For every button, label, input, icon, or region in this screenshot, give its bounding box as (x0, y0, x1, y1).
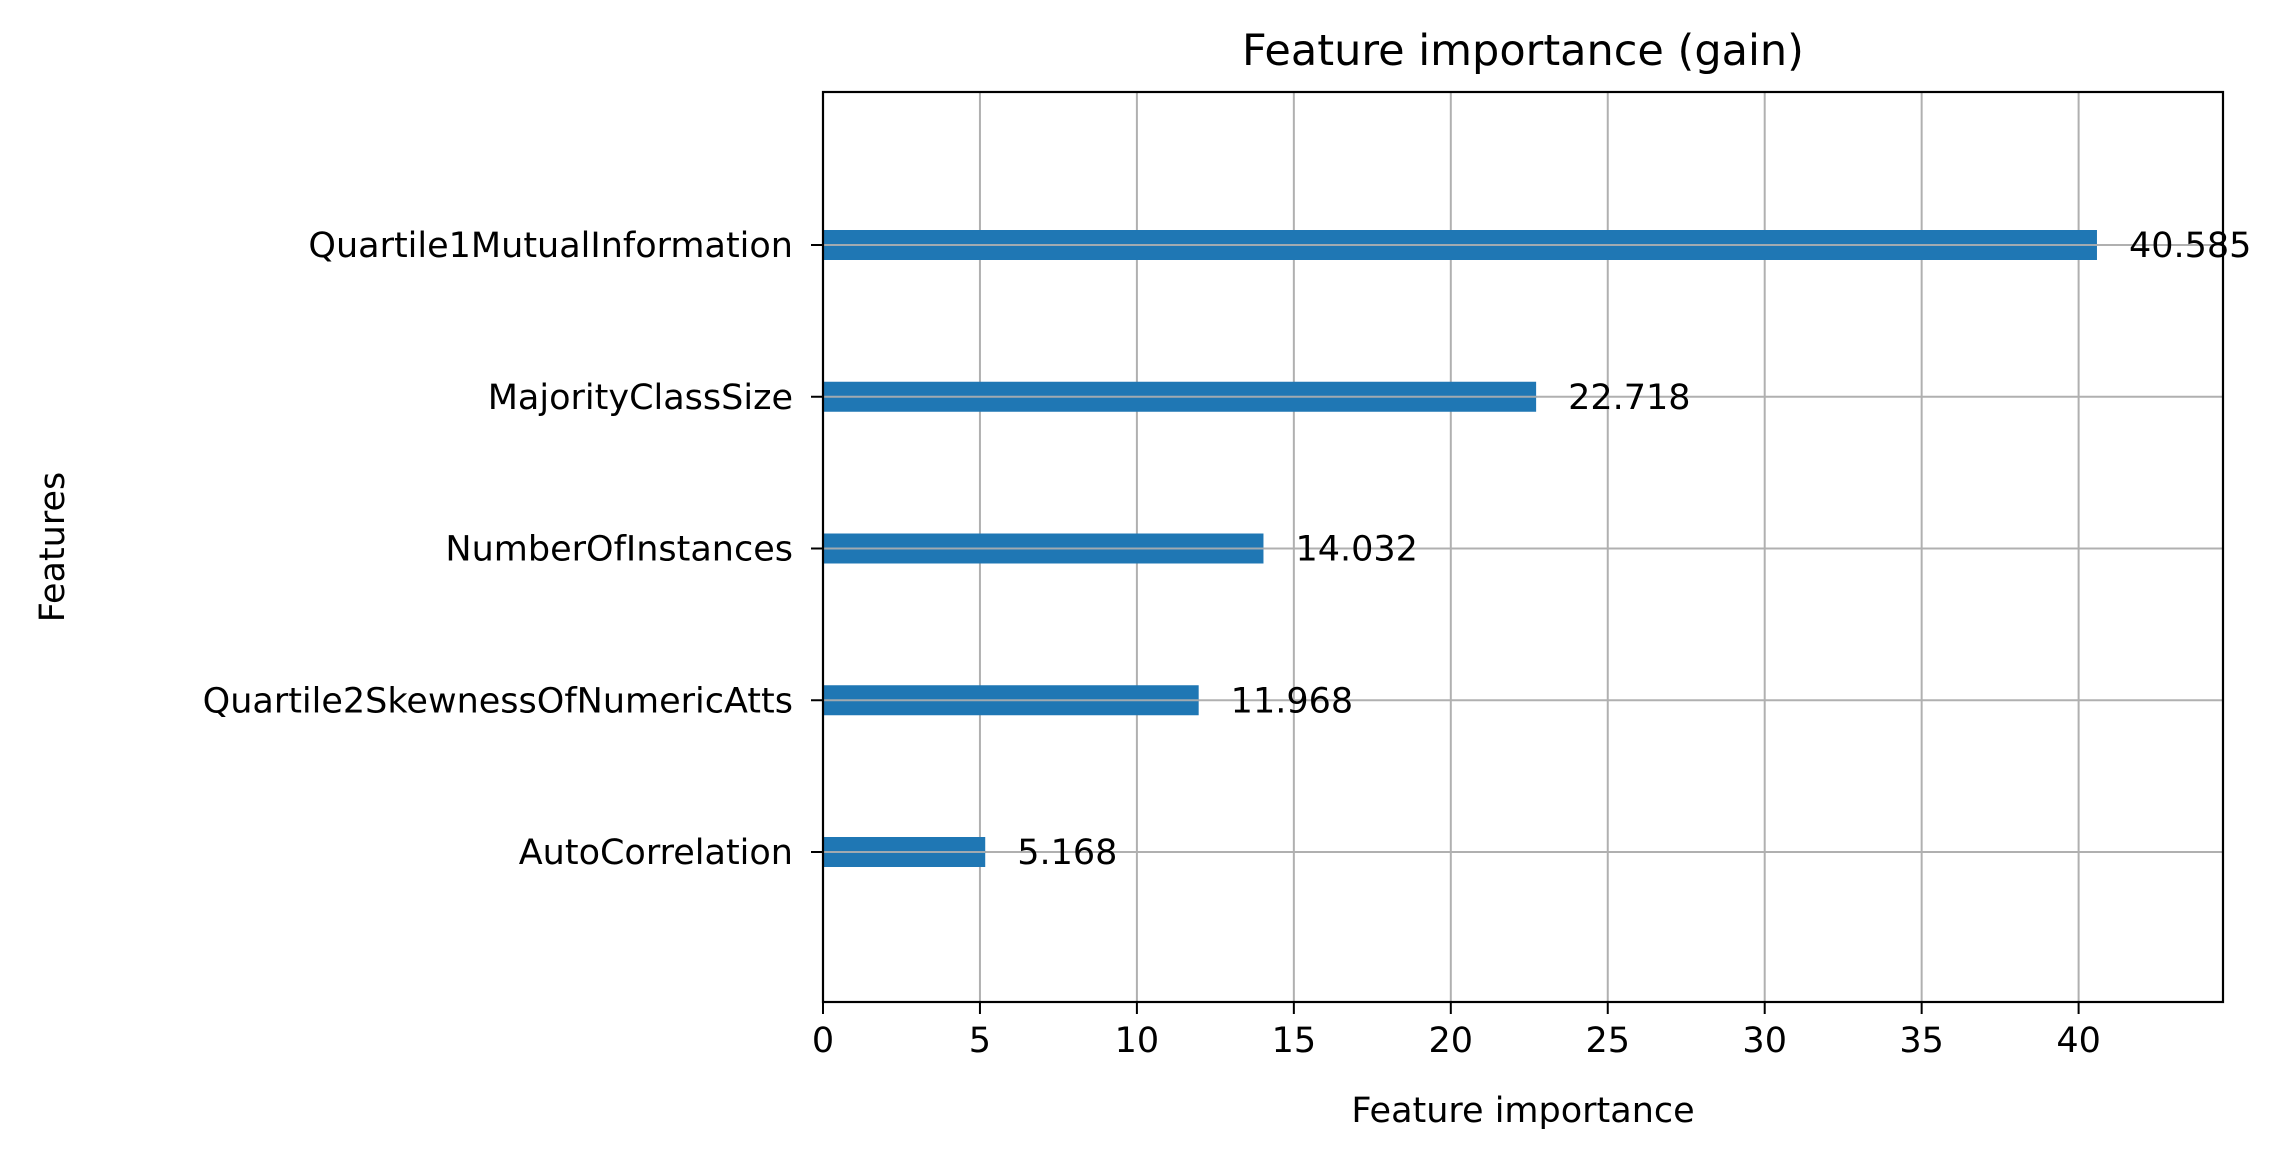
y-tick-label: MajorityClassSize (488, 378, 793, 418)
x-tick-label: 0 (812, 1021, 834, 1061)
bar-value-label: 14.032 (1295, 530, 1417, 570)
bar-value-label: 22.718 (1568, 378, 1690, 418)
chart-title: Feature importance (gain) (1242, 26, 1804, 76)
plot-frame (821, 90, 2225, 1004)
x-tick-label: 10 (1115, 1021, 1160, 1061)
y-axis-label: Features (33, 472, 73, 623)
bar-layer (823, 230, 2097, 867)
tick-layer: 0 5 10 15 20 25 30 35 40 40.585 Quartile1MutualInf… (203, 226, 2252, 1061)
x-tick-label: 30 (1742, 1021, 1787, 1061)
x-axis-label: Feature importance (1351, 1091, 1694, 1131)
bar-value-label: 5.168 (1017, 833, 1117, 873)
bar-value-label: 11.968 (1231, 681, 1353, 721)
x-tick-label: 25 (1585, 1021, 1630, 1061)
x-tick-label: 35 (1899, 1021, 1944, 1061)
y-tick-label: NumberOfInstances (445, 530, 793, 570)
bar-value-label: 40.585 (2129, 226, 2251, 266)
x-tick-label: 5 (969, 1021, 991, 1061)
y-tick-label: Quartile1MutualInformation (308, 226, 793, 266)
x-tick-label: 15 (1272, 1021, 1317, 1061)
x-tick-label: 20 (1429, 1021, 1474, 1061)
y-tick-label: AutoCorrelation (519, 833, 793, 873)
x-tick-label: 40 (2056, 1021, 2101, 1061)
y-tick-label: Quartile2SkewnessOfNumericAtts (203, 681, 793, 721)
